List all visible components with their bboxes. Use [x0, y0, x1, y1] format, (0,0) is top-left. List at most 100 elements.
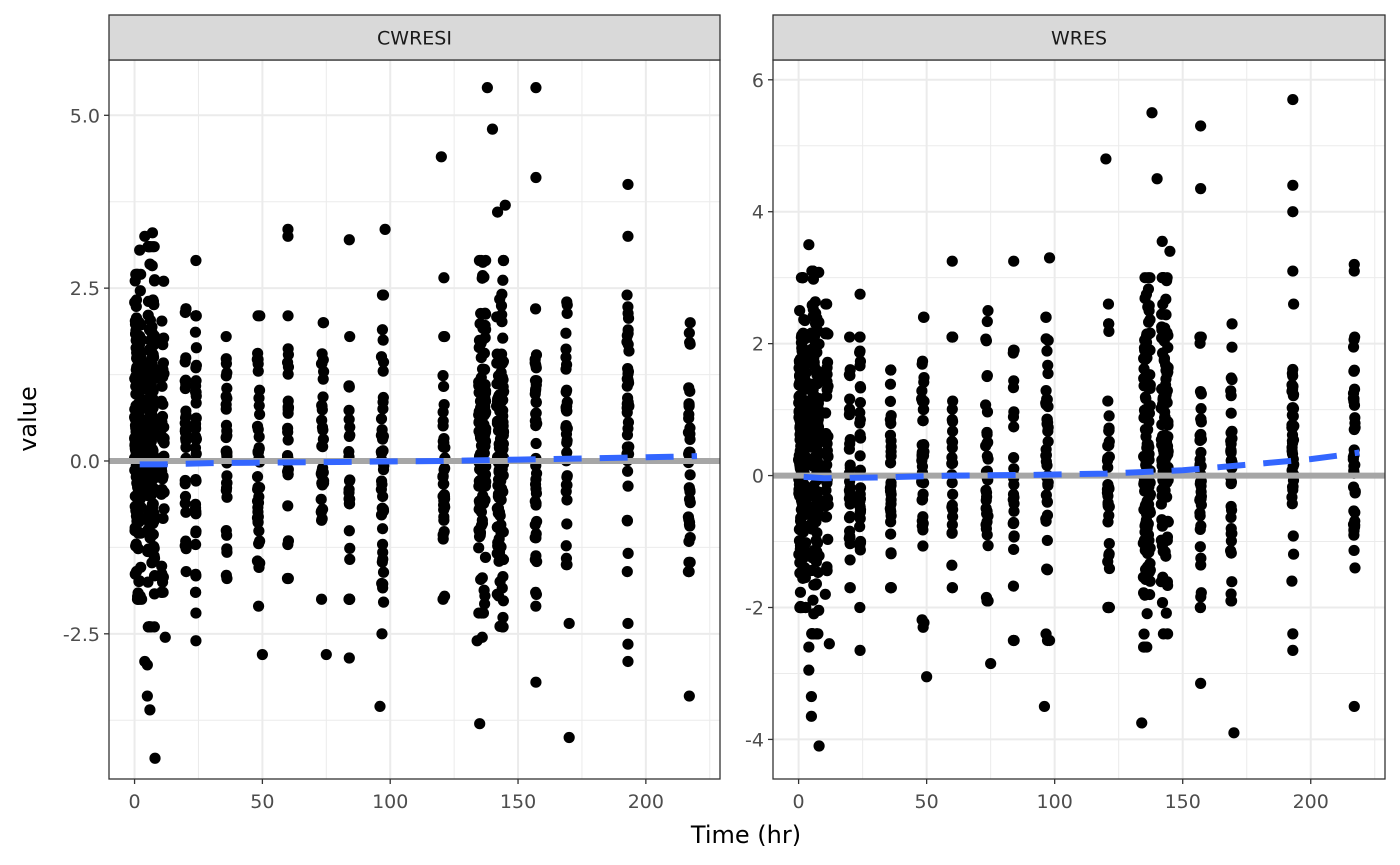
data-point	[809, 579, 822, 591]
data-point	[805, 564, 818, 577]
data-point	[190, 375, 202, 387]
data-point	[220, 358, 233, 370]
data-point-outlier	[1287, 93, 1299, 106]
data-point	[1040, 397, 1052, 409]
data-point	[1040, 333, 1052, 345]
y-tick-label: -2.5	[63, 624, 100, 646]
data-point	[916, 520, 929, 532]
data-point-outlier	[805, 690, 818, 703]
data-point-outlier	[1287, 628, 1299, 640]
data-point	[251, 471, 264, 483]
data-point	[491, 311, 503, 323]
data-point	[1349, 421, 1361, 434]
data-point	[946, 527, 958, 539]
data-point	[1287, 548, 1300, 560]
data-point	[377, 596, 390, 608]
data-point	[1040, 385, 1052, 397]
data-point	[344, 542, 356, 554]
data-point	[221, 546, 233, 558]
data-point	[854, 521, 866, 533]
data-point	[1288, 298, 1300, 310]
data-point	[1348, 393, 1360, 405]
data-point-outlier	[1038, 700, 1051, 713]
data-point-outlier	[481, 82, 493, 94]
data-point	[180, 565, 192, 578]
data-point	[560, 421, 572, 434]
data-point	[252, 447, 264, 459]
panels: CWRESI -2.5 0.0 2.5 5.0 0 50 100 150 200 WRES -4 -2 0…	[63, 14, 1386, 813]
data-point	[1144, 344, 1156, 356]
data-point	[1141, 608, 1153, 620]
data-point	[315, 493, 327, 505]
data-point	[133, 516, 145, 528]
data-point	[144, 258, 156, 270]
data-point	[1194, 478, 1206, 490]
y-tick-label: 6	[752, 70, 764, 92]
data-point	[344, 493, 356, 505]
data-point	[854, 493, 866, 505]
data-point	[377, 403, 389, 415]
data-point	[916, 393, 928, 405]
data-point	[808, 544, 820, 557]
data-point	[1103, 424, 1115, 436]
data-point	[561, 518, 573, 530]
data-point	[844, 393, 856, 405]
data-point	[1226, 318, 1238, 330]
data-point	[1102, 395, 1114, 407]
data-point-outlier	[499, 199, 511, 211]
data-point	[1157, 272, 1170, 284]
data-point	[820, 376, 832, 388]
data-point	[1161, 431, 1174, 443]
data-point	[813, 266, 825, 278]
data-point	[811, 369, 823, 381]
data-point	[129, 296, 141, 308]
data-point	[220, 484, 232, 496]
data-point-outlier	[622, 178, 634, 191]
data-point	[220, 569, 232, 581]
data-point	[473, 542, 485, 554]
data-point-outlier	[379, 223, 391, 235]
data-point	[316, 421, 329, 433]
data-point	[844, 510, 856, 523]
data-point-outlier	[435, 151, 447, 163]
data-point	[808, 456, 821, 469]
data-point	[885, 528, 897, 540]
data-point	[156, 483, 168, 496]
data-point	[1138, 372, 1150, 385]
data-point	[1157, 483, 1169, 495]
data-point	[621, 465, 634, 477]
data-point	[254, 557, 266, 569]
data-point	[1287, 530, 1299, 542]
data-point	[377, 431, 389, 443]
data-point	[621, 398, 633, 410]
data-point	[1348, 364, 1360, 376]
data-point	[474, 526, 486, 539]
data-point	[1157, 571, 1169, 583]
data-point	[130, 268, 142, 280]
data-point	[793, 523, 806, 535]
data-point-outlier	[1164, 245, 1176, 257]
data-point	[1225, 407, 1237, 419]
strip-background	[108, 14, 721, 61]
data-point	[1162, 416, 1174, 428]
data-point-outlier	[474, 718, 486, 730]
data-point-outlier	[1146, 107, 1158, 119]
data-point	[477, 480, 489, 492]
data-point	[142, 576, 154, 588]
data-point	[946, 414, 958, 426]
data-point	[148, 275, 161, 287]
data-point	[476, 403, 488, 415]
data-point	[809, 425, 822, 437]
data-point	[813, 604, 825, 616]
data-point	[377, 289, 390, 301]
y-tick-label: -4	[745, 729, 764, 751]
data-point	[1008, 505, 1020, 517]
data-point	[179, 474, 191, 487]
data-point	[1226, 341, 1238, 353]
data-point	[376, 523, 389, 535]
data-point	[819, 431, 831, 443]
data-point	[561, 434, 573, 447]
data-point	[253, 408, 266, 420]
data-point	[1194, 337, 1206, 349]
